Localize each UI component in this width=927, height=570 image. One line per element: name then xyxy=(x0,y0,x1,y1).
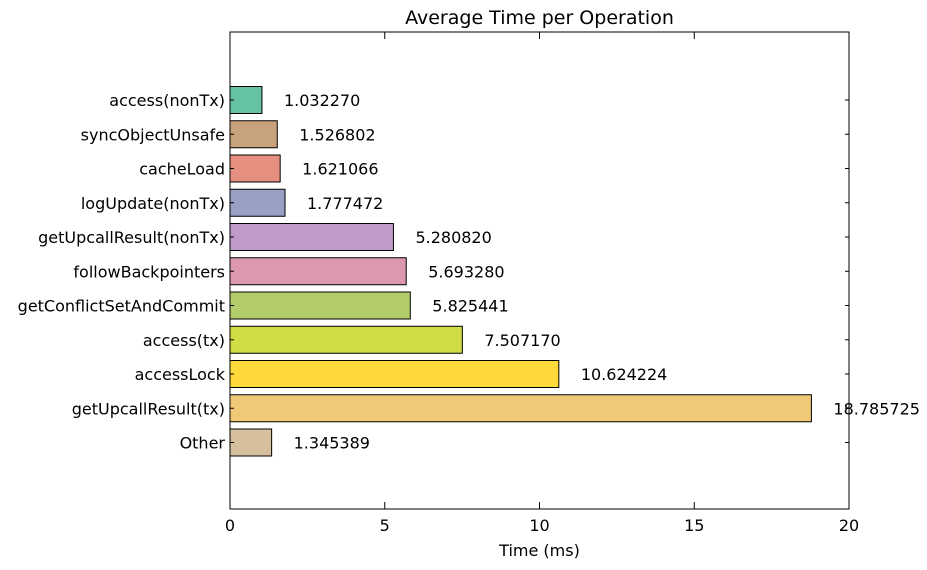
bars-group xyxy=(229,86,812,457)
category-label: access(nonTx) xyxy=(109,91,225,110)
bar xyxy=(229,154,281,183)
bar xyxy=(229,86,263,114)
category-label: Other xyxy=(180,434,226,453)
bar xyxy=(229,325,463,354)
bar xyxy=(229,360,560,388)
bar xyxy=(229,291,411,320)
value-label: 5.825441 xyxy=(432,297,508,316)
category-label: access(tx) xyxy=(143,331,225,350)
category-label: getUpcallResult(tx) xyxy=(72,399,225,418)
category-label: syncObjectUnsafe xyxy=(81,125,225,144)
x-axis-label: Time (ms) xyxy=(498,541,580,560)
bar xyxy=(229,257,407,286)
category-label: accessLock xyxy=(135,365,226,384)
value-label: 7.507170 xyxy=(484,331,560,350)
value-label: 18.785725 xyxy=(833,399,920,418)
axis-ticks: 0 5 10 15 20 xyxy=(225,32,859,535)
category-label: getConflictSetAndCommit xyxy=(18,297,225,316)
category-label: followBackpointers xyxy=(73,262,225,281)
value-label: 1.777472 xyxy=(307,194,383,213)
bar xyxy=(229,394,812,423)
x-tick-label: 20 xyxy=(839,516,859,535)
value-label: 5.280820 xyxy=(415,228,491,247)
value-label: 1.345389 xyxy=(294,434,370,453)
chart-title: Average Time per Operation xyxy=(405,7,674,29)
bar xyxy=(229,428,273,457)
x-tick-label: 0 xyxy=(225,516,235,535)
x-tick-label: 10 xyxy=(529,516,549,535)
x-tick-label: 15 xyxy=(684,516,704,535)
bar xyxy=(229,120,278,149)
bar xyxy=(229,188,286,217)
value-labels: 1.032270 1.526802 1.621066 1.777472 5.280820… xyxy=(284,91,920,453)
value-label: 1.526802 xyxy=(299,125,375,144)
value-label: 1.032270 xyxy=(284,91,360,110)
x-tick-label: 5 xyxy=(380,516,390,535)
value-label: 10.624224 xyxy=(581,365,668,384)
value-label: 1.621066 xyxy=(302,160,378,179)
value-label: 5.693280 xyxy=(428,262,504,281)
category-label: cacheLoad xyxy=(139,160,225,179)
bar xyxy=(229,223,394,251)
category-label: logUpdate(nonTx) xyxy=(81,194,225,213)
category-labels: access(nonTx) syncObjectUnsafe cacheLoad lo… xyxy=(18,91,226,453)
category-label: getUpcallResult(nonTx) xyxy=(38,228,225,247)
plot-frame xyxy=(229,31,850,510)
